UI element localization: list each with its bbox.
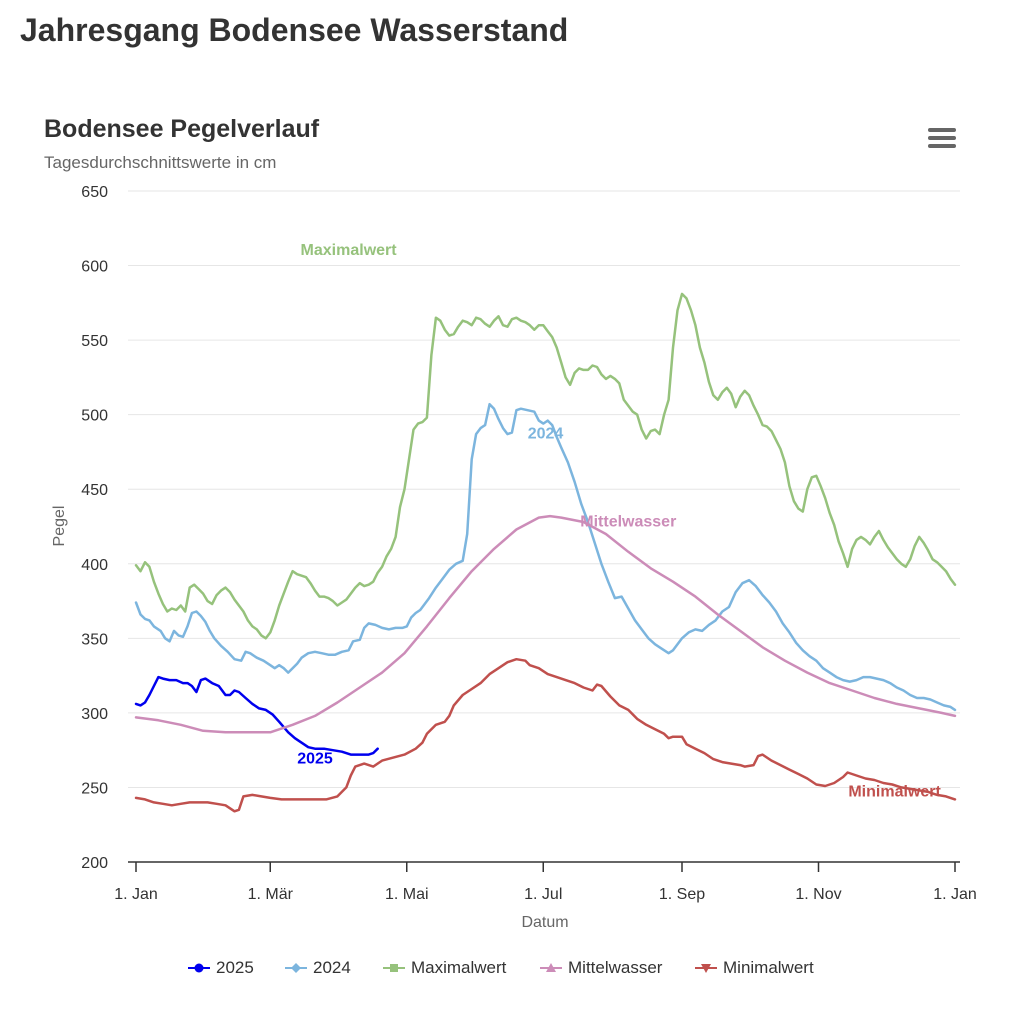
legend-marker-icon xyxy=(285,963,307,973)
legend-marker-icon xyxy=(540,963,562,972)
y-tick-label: 600 xyxy=(81,259,108,276)
grid-lines xyxy=(128,190,960,788)
legend-item[interactable]: Mittelwasser xyxy=(540,958,662,978)
x-tick-label: 1. Jan xyxy=(933,886,977,903)
series-line-mittelwasser[interactable] xyxy=(134,514,957,734)
legend: 2025 2024 Maximalwert Mittelwasser Minimalwe… xyxy=(0,958,1024,982)
series-line-maximalwert[interactable] xyxy=(134,292,957,640)
legend-label: 2024 xyxy=(313,958,351,977)
legend-item[interactable]: Minimalwert xyxy=(695,958,814,978)
legend-label: 2025 xyxy=(216,958,254,977)
series-group xyxy=(134,292,957,813)
x-tick-label: 1. Jan xyxy=(114,886,158,903)
series-label: 2024 xyxy=(528,426,564,443)
x-axis-title: Datum xyxy=(521,914,568,931)
menu-bar xyxy=(928,136,956,140)
chart-subtitle: Tagesdurchschnittswerte in cm xyxy=(44,153,277,172)
y-axis-ticks: 200 250 300 350 400 450 500 550 600 650 xyxy=(81,184,108,872)
legend-item[interactable]: Maximalwert xyxy=(383,958,506,978)
menu-bar xyxy=(928,128,956,132)
x-tick-label: 1. Mär xyxy=(248,886,294,903)
menu-bar xyxy=(928,144,956,148)
legend-marker-icon xyxy=(188,963,210,973)
series-label: Minimalwert xyxy=(848,783,941,800)
series-label: Maximalwert xyxy=(301,242,398,259)
chart-title: Bodensee Pegelverlauf xyxy=(44,115,320,143)
legend-label: Mittelwasser xyxy=(568,958,663,977)
legend-item[interactable]: 2025 xyxy=(188,958,254,978)
series-line-2025[interactable] xyxy=(134,675,379,756)
y-tick-label: 250 xyxy=(81,780,108,797)
y-axis-title: Pegel xyxy=(51,506,68,547)
x-tick-label: 1. Nov xyxy=(795,886,841,903)
y-tick-label: 450 xyxy=(81,482,108,499)
y-tick-label: 300 xyxy=(81,706,108,723)
x-tick-label: 1. Mai xyxy=(385,886,429,903)
legend-marker-icon xyxy=(383,964,405,972)
legend-marker-icon xyxy=(695,964,717,973)
series-line-2024[interactable] xyxy=(134,402,957,712)
x-axis: 1. Jan 1. Mär 1. Mai 1. Jul 1. Sep 1. Nov 1. J… xyxy=(114,861,977,903)
page-title: Jahresgang Bodensee Wasserstand xyxy=(20,12,569,48)
y-tick-label: 550 xyxy=(81,333,108,350)
y-tick-label: 400 xyxy=(81,557,108,574)
series-labels: 2025 2024 Maximalwert Mittelwasser Minimalwe… xyxy=(297,242,941,800)
series-line-minimalwert[interactable] xyxy=(134,657,957,813)
legend-label: Minimalwert xyxy=(723,958,814,977)
legend-label: Maximalwert xyxy=(411,958,507,977)
x-tick-label: 1. Jul xyxy=(524,886,562,903)
x-tick-label: 1. Sep xyxy=(659,886,705,903)
series-label: Mittelwasser xyxy=(580,514,676,531)
y-tick-label: 200 xyxy=(81,855,108,872)
y-tick-label: 500 xyxy=(81,408,108,425)
y-tick-label: 350 xyxy=(81,631,108,648)
legend-item[interactable]: 2024 xyxy=(285,958,351,978)
series-label: 2025 xyxy=(297,751,333,768)
y-tick-label: 650 xyxy=(81,184,108,201)
hamburger-menu-icon[interactable] xyxy=(928,128,956,150)
